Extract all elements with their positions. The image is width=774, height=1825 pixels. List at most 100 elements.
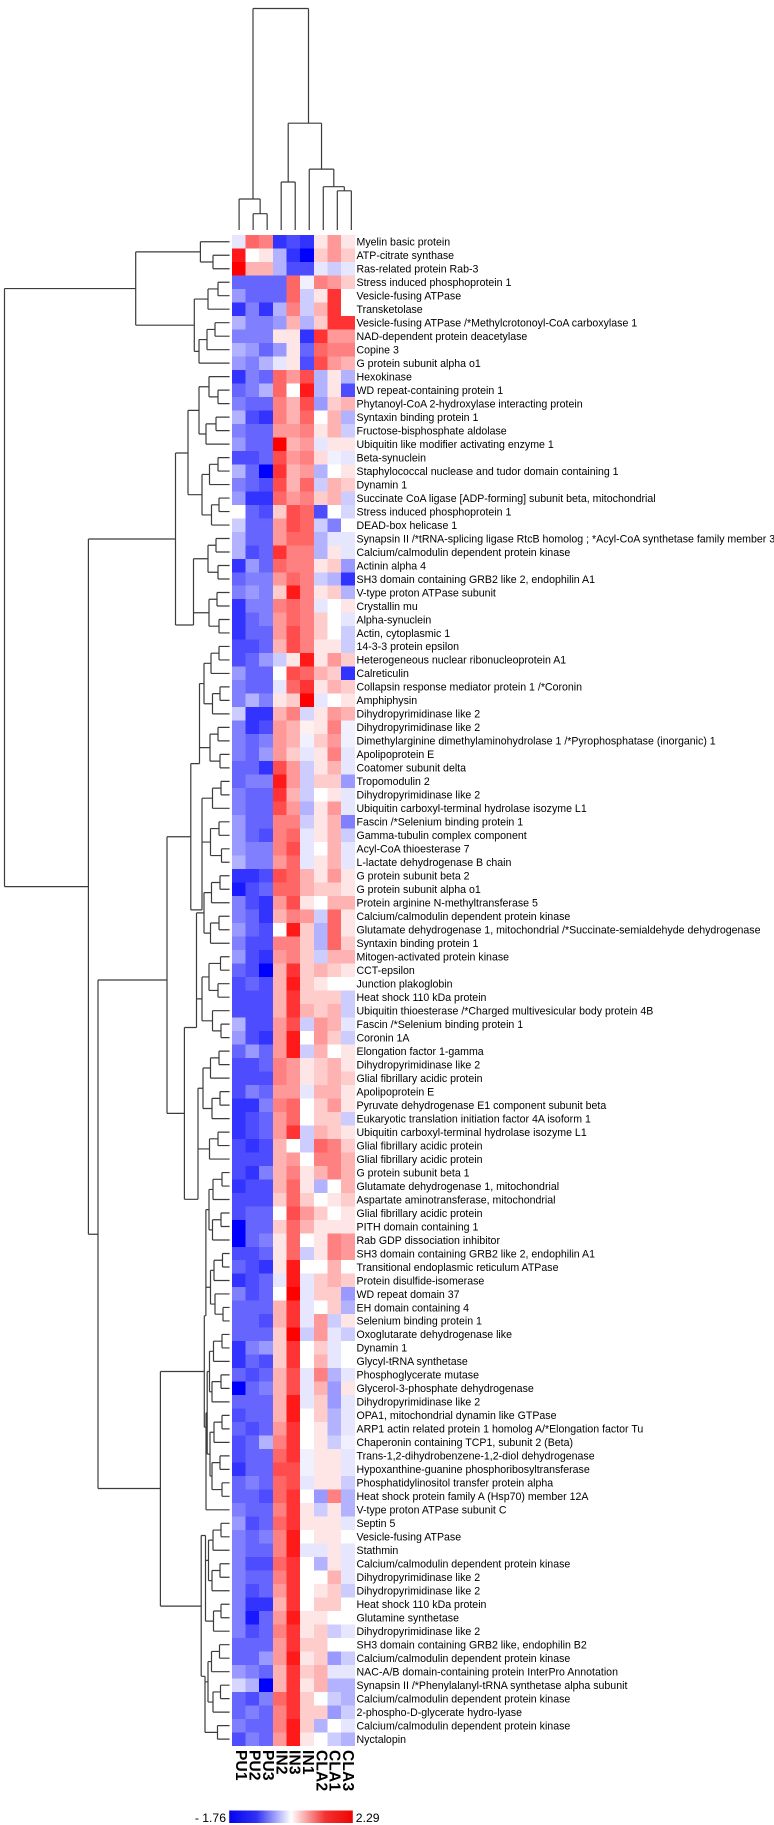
svg-text:Collapsin response mediator pr: Collapsin response mediator protein 1 /*… bbox=[357, 682, 583, 694]
svg-text:SH3 domain containing GRB2 lik: SH3 domain containing GRB2 like 2, endop… bbox=[357, 574, 596, 586]
svg-text:Rab GDP dissociation inhibitor: Rab GDP dissociation inhibitor bbox=[357, 1235, 501, 1247]
svg-text:Dihydropyrimidinase like 2: Dihydropyrimidinase like 2 bbox=[357, 1397, 481, 1409]
svg-text:Fructose-bisphosphate aldolase: Fructose-bisphosphate aldolase bbox=[357, 425, 507, 437]
svg-text:Gamma-tubulin complex componen: Gamma-tubulin complex component bbox=[357, 830, 527, 842]
svg-text:Heat shock protein family A (H: Heat shock protein family A (Hsp70) memb… bbox=[357, 1491, 590, 1503]
svg-text:WD repeat domain 37: WD repeat domain 37 bbox=[357, 1289, 460, 1301]
svg-text:Mitogen-activated protein kina: Mitogen-activated protein kinase bbox=[357, 952, 510, 964]
svg-text:Dihydropyrimidinase like 2: Dihydropyrimidinase like 2 bbox=[357, 790, 481, 802]
svg-text:CLA1: CLA1 bbox=[326, 1750, 343, 1791]
svg-text:CLA2: CLA2 bbox=[312, 1750, 329, 1791]
svg-text:Glycyl-tRNA synthetase: Glycyl-tRNA synthetase bbox=[357, 1356, 468, 1368]
svg-text:Fascin /*Selenium binding prot: Fascin /*Selenium binding protein 1 bbox=[357, 817, 524, 829]
svg-text:Selenium binding protein 1: Selenium binding protein 1 bbox=[357, 1316, 483, 1328]
svg-text:Apolipoprotein E: Apolipoprotein E bbox=[357, 749, 435, 761]
svg-text:Dimethylarginine dimethylamino: Dimethylarginine dimethylaminohydrolase … bbox=[357, 736, 716, 748]
svg-text:IN2: IN2 bbox=[272, 1750, 289, 1775]
svg-text:Glial fibrillary acidic protei: Glial fibrillary acidic protein bbox=[357, 1073, 483, 1085]
svg-text:Glial fibrillary acidic protei: Glial fibrillary acidic protein bbox=[357, 1154, 483, 1166]
svg-text:Dynamin 1: Dynamin 1 bbox=[357, 1343, 408, 1355]
svg-text:Junction plakoglobin: Junction plakoglobin bbox=[357, 979, 453, 991]
svg-text:Dynamin 1: Dynamin 1 bbox=[357, 479, 408, 491]
svg-text:Coatomer subunit delta: Coatomer subunit delta bbox=[357, 763, 467, 775]
svg-text:Synapsin II /*Phenylalanyl-tRN: Synapsin II /*Phenylalanyl-tRNA syntheta… bbox=[357, 1680, 628, 1692]
svg-text:Apolipoprotein E: Apolipoprotein E bbox=[357, 1086, 435, 1098]
svg-text:G protein subunit alpha o1: G protein subunit alpha o1 bbox=[357, 358, 481, 370]
svg-text:Ubiquitin carboxyl-terminal hy: Ubiquitin carboxyl-terminal hydrolase is… bbox=[357, 803, 587, 815]
svg-text:Aspartate aminotransferase, mi: Aspartate aminotransferase, mitochondria… bbox=[357, 1194, 556, 1206]
svg-text:Heterogeneous nuclear ribonucl: Heterogeneous nuclear ribonucleoprotein … bbox=[357, 655, 567, 667]
svg-text:Heat shock 110 kDa protein: Heat shock 110 kDa protein bbox=[357, 1599, 487, 1611]
svg-text:Dihydropyrimidinase like 2: Dihydropyrimidinase like 2 bbox=[357, 1572, 481, 1584]
svg-text:Heat shock 110 kDa protein: Heat shock 110 kDa protein bbox=[357, 992, 487, 1004]
svg-text:Phosphoglycerate mutase: Phosphoglycerate mutase bbox=[357, 1370, 480, 1382]
svg-text:G protein subunit alpha o1: G protein subunit alpha o1 bbox=[357, 884, 481, 896]
svg-text:Vesicle-fusing ATPase: Vesicle-fusing ATPase bbox=[357, 291, 462, 303]
svg-text:Amphiphysin: Amphiphysin bbox=[357, 695, 418, 707]
svg-text:Syntaxin binding protein 1: Syntaxin binding protein 1 bbox=[357, 412, 479, 424]
svg-text:Stress induced phosphoprotein: Stress induced phosphoprotein 1 bbox=[357, 506, 512, 518]
svg-text:Calcium/calmodulin dependent p: Calcium/calmodulin dependent protein kin… bbox=[357, 911, 571, 923]
svg-text:Ubiquitin like modifier activa: Ubiquitin like modifier activating enzym… bbox=[357, 439, 554, 451]
svg-text:PU3: PU3 bbox=[259, 1750, 276, 1781]
svg-text:G protein subunit beta 1: G protein subunit beta 1 bbox=[357, 1167, 470, 1179]
svg-text:IN1: IN1 bbox=[299, 1750, 316, 1775]
svg-text:Coronin 1A: Coronin 1A bbox=[357, 1032, 411, 1044]
svg-text:Actin, cytoplasmic 1: Actin, cytoplasmic 1 bbox=[357, 628, 451, 640]
svg-text:Fascin /*Selenium binding prot: Fascin /*Selenium binding protein 1 bbox=[357, 1019, 524, 1031]
svg-text:Synapsin II /*tRNA-splicing li: Synapsin II /*tRNA-splicing ligase RtcB … bbox=[357, 533, 774, 545]
svg-text:Crystallin mu: Crystallin mu bbox=[357, 601, 418, 613]
svg-text:IN3: IN3 bbox=[286, 1750, 303, 1775]
svg-text:Septin 5: Septin 5 bbox=[357, 1518, 396, 1530]
svg-text:Calcium/calmodulin dependent p: Calcium/calmodulin dependent protein kin… bbox=[357, 1720, 571, 1732]
svg-text:Calcium/calmodulin dependent p: Calcium/calmodulin dependent protein kin… bbox=[357, 1559, 571, 1571]
svg-text:Trans-1,2-dihydrobenzene-1,2-d: Trans-1,2-dihydrobenzene-1,2-diol dehydr… bbox=[357, 1451, 595, 1463]
svg-text:Calcium/calmodulin dependent p: Calcium/calmodulin dependent protein kin… bbox=[357, 547, 571, 559]
svg-text:Copine 3: Copine 3 bbox=[357, 344, 400, 356]
svg-text:Calcium/calmodulin dependent p: Calcium/calmodulin dependent protein kin… bbox=[357, 1693, 571, 1705]
svg-text:ATP-citrate synthase: ATP-citrate synthase bbox=[357, 250, 455, 262]
svg-text:Glutamate dehydrogenase 1, mit: Glutamate dehydrogenase 1, mitochondrial bbox=[357, 1181, 560, 1193]
svg-text:WD repeat-containing protein 1: WD repeat-containing protein 1 bbox=[357, 385, 504, 397]
svg-text:Tropomodulin 2: Tropomodulin 2 bbox=[357, 776, 430, 788]
svg-text:14-3-3 protein epsilon: 14-3-3 protein epsilon bbox=[357, 641, 460, 653]
svg-text:Glycerol-3-phosphate dehydroge: Glycerol-3-phosphate dehydrogenase bbox=[357, 1383, 534, 1395]
svg-text:Chaperonin containing TCP1, su: Chaperonin containing TCP1, subunit 2 (B… bbox=[357, 1437, 574, 1449]
svg-text:Glutamate dehydrogenase 1, mit: Glutamate dehydrogenase 1, mitochondrial… bbox=[357, 925, 761, 937]
svg-text:ARP1 actin related protein 1 h: ARP1 actin related protein 1 homolog A/*… bbox=[357, 1424, 644, 1436]
svg-text:Ubiquitin thioesterase /*Charg: Ubiquitin thioesterase /*Charged multive… bbox=[357, 1005, 654, 1017]
svg-text:Hypoxanthine-guanine phosphori: Hypoxanthine-guanine phosphoribosyltrans… bbox=[357, 1464, 590, 1476]
svg-text:Pyruvate dehydrogenase E1 comp: Pyruvate dehydrogenase E1 component subu… bbox=[357, 1100, 607, 1112]
svg-text:Dihydropyrimidinase like 2: Dihydropyrimidinase like 2 bbox=[357, 1059, 481, 1071]
svg-text:Transketolase: Transketolase bbox=[357, 304, 423, 316]
svg-text:Vesicle-fusing ATPase /*Methyl: Vesicle-fusing ATPase /*Methylcrotonoyl-… bbox=[357, 317, 638, 329]
svg-text:Glial fibrillary acidic protei: Glial fibrillary acidic protein bbox=[357, 1140, 483, 1152]
svg-text:G protein subunit beta 2: G protein subunit beta 2 bbox=[357, 871, 470, 883]
svg-text:SH3 domain containing GRB2 lik: SH3 domain containing GRB2 like, endophi… bbox=[357, 1640, 587, 1652]
svg-text:Phytanoyl-CoA 2-hydroxylase in: Phytanoyl-CoA 2-hydroxylase interacting … bbox=[357, 398, 583, 410]
svg-text:Vesicle-fusing ATPase: Vesicle-fusing ATPase bbox=[357, 1532, 462, 1544]
svg-text:OPA1, mitochondrial dynamin li: OPA1, mitochondrial dynamin like GTPase bbox=[357, 1410, 557, 1422]
svg-text:CCT-epsilon: CCT-epsilon bbox=[357, 965, 415, 977]
svg-text:Staphylococcal nuclease and tu: Staphylococcal nuclease and tudor domain… bbox=[357, 466, 619, 478]
svg-text:Nyctalopin: Nyctalopin bbox=[357, 1734, 407, 1746]
svg-text:Calcium/calmodulin dependent p: Calcium/calmodulin dependent protein kin… bbox=[357, 1653, 571, 1665]
svg-text:PITH domain containing 1: PITH domain containing 1 bbox=[357, 1221, 479, 1233]
svg-text:- 1.76: - 1.76 bbox=[195, 1811, 226, 1825]
svg-text:SH3 domain containing GRB2 lik: SH3 domain containing GRB2 like 2, endop… bbox=[357, 1248, 596, 1260]
svg-text:EH domain containing 4: EH domain containing 4 bbox=[357, 1302, 470, 1314]
svg-text:Hexokinase: Hexokinase bbox=[357, 371, 412, 383]
svg-text:Eukaryotic translation initiat: Eukaryotic translation initiation factor… bbox=[357, 1113, 591, 1125]
svg-text:L-lactate dehydrogenase B chai: L-lactate dehydrogenase B chain bbox=[357, 857, 512, 869]
svg-text:NAD-dependent protein deacetyl: NAD-dependent protein deacetylase bbox=[357, 331, 528, 343]
svg-text:Dihydropyrimidinase like 2: Dihydropyrimidinase like 2 bbox=[357, 722, 481, 734]
svg-text:DEAD-box helicase 1: DEAD-box helicase 1 bbox=[357, 520, 458, 532]
svg-text:Myelin basic protein: Myelin basic protein bbox=[357, 237, 451, 249]
svg-text:Stathmin: Stathmin bbox=[357, 1545, 399, 1557]
svg-text:Protein disulfide-isomerase: Protein disulfide-isomerase bbox=[357, 1275, 485, 1287]
svg-text:Dihydropyrimidinase like 2: Dihydropyrimidinase like 2 bbox=[357, 1626, 481, 1638]
svg-text:Succinate CoA ligase [ADP-form: Succinate CoA ligase [ADP-forming] subun… bbox=[357, 493, 656, 505]
svg-text:Glial fibrillary acidic protei: Glial fibrillary acidic protein bbox=[357, 1208, 483, 1220]
svg-text:Syntaxin binding protein 1: Syntaxin binding protein 1 bbox=[357, 938, 479, 950]
svg-text:Glutamine synthetase: Glutamine synthetase bbox=[357, 1613, 460, 1625]
